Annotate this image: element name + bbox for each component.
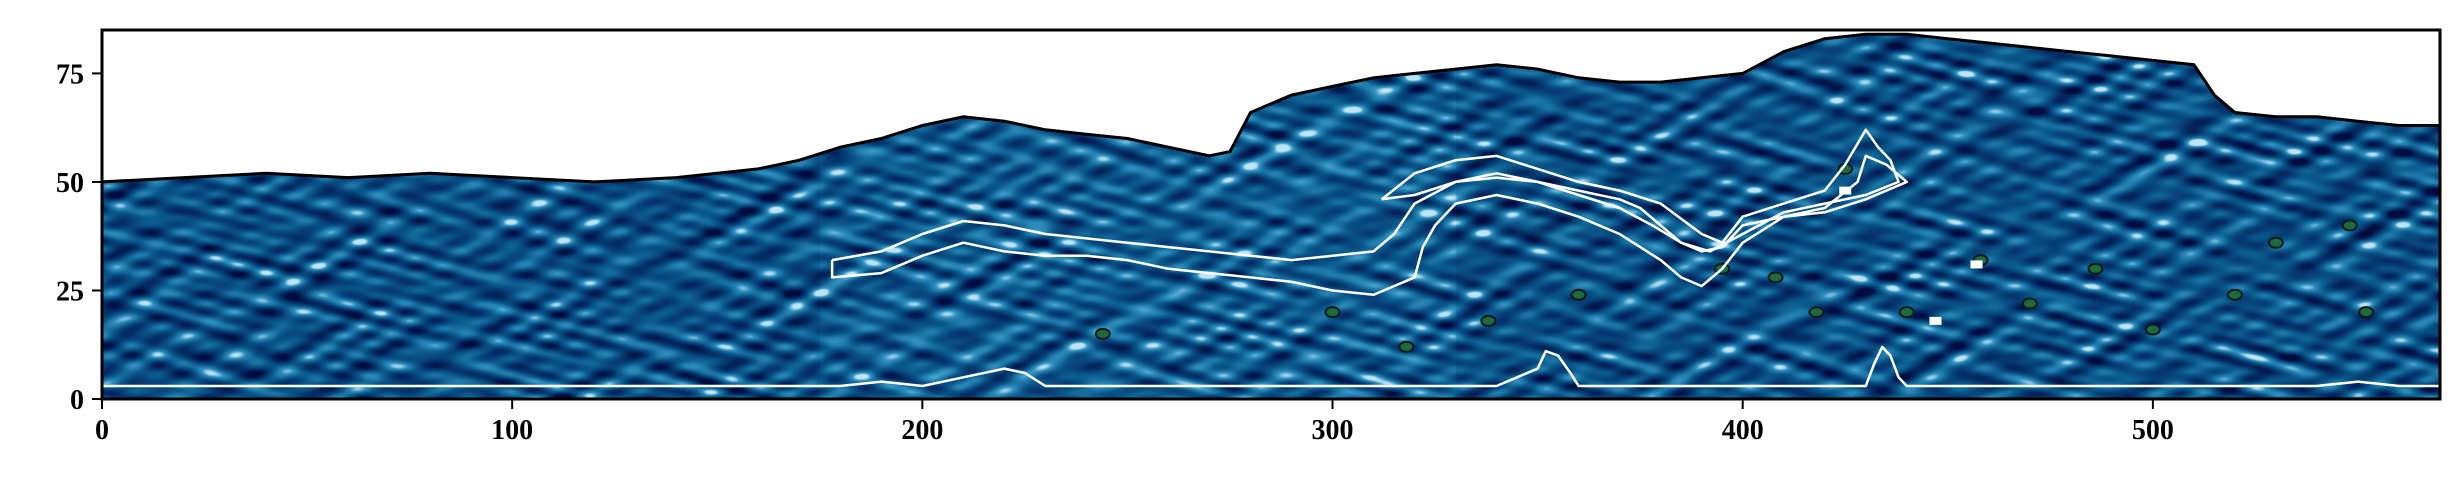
white-spot-1 (1929, 316, 1942, 325)
y-tick-label-50: 50 (56, 168, 84, 199)
contour-line-0 (830, 154, 1909, 297)
x-tick-label-400: 400 (1722, 415, 1764, 446)
y-tick-label-0: 0 (70, 385, 84, 416)
feature-blob-6 (2267, 236, 2284, 249)
x-tick-label-300: 300 (1312, 415, 1354, 446)
feature-blob-16 (1808, 306, 1825, 319)
y-tick-label-75: 75 (56, 59, 84, 90)
heatmap-raster (102, 30, 2440, 399)
feature-blob-17 (1094, 327, 1111, 340)
x-tick-label-200: 200 (901, 415, 943, 446)
feature-blob-3 (1767, 271, 1784, 284)
data-top-boundary (102, 32, 2440, 184)
feature-blob-9 (1570, 288, 1587, 301)
feature-blob-15 (2358, 306, 2375, 319)
x-axis: 0 100 200 300 400 500 (95, 399, 2174, 446)
feature-blob-5 (2226, 288, 2243, 301)
x-tick-label-500: 500 (2132, 415, 2174, 446)
feature-blob-13 (2144, 323, 2161, 336)
plot-area (102, 30, 2440, 399)
y-axis: 0 25 50 75 (56, 59, 102, 416)
feature-blob-14 (2341, 219, 2358, 232)
plot-frame (100, 28, 2442, 401)
feature-blob-10 (1324, 306, 1341, 319)
feature-blob-4 (2021, 297, 2038, 310)
contour-line-1 (1380, 128, 1900, 253)
feature-blob-12 (2087, 262, 2104, 275)
feature-blob-7 (1398, 340, 1415, 353)
white-spot-0 (1970, 260, 1983, 269)
contour-line-2 (102, 345, 2440, 388)
feature-blob-8 (1480, 314, 1497, 327)
feature-blob-1 (1898, 306, 1915, 319)
white-spot-2 (1839, 186, 1852, 195)
x-tick-label-100: 100 (491, 415, 533, 446)
y-tick-label-25: 25 (56, 276, 84, 307)
x-tick-label-0: 0 (95, 415, 109, 446)
